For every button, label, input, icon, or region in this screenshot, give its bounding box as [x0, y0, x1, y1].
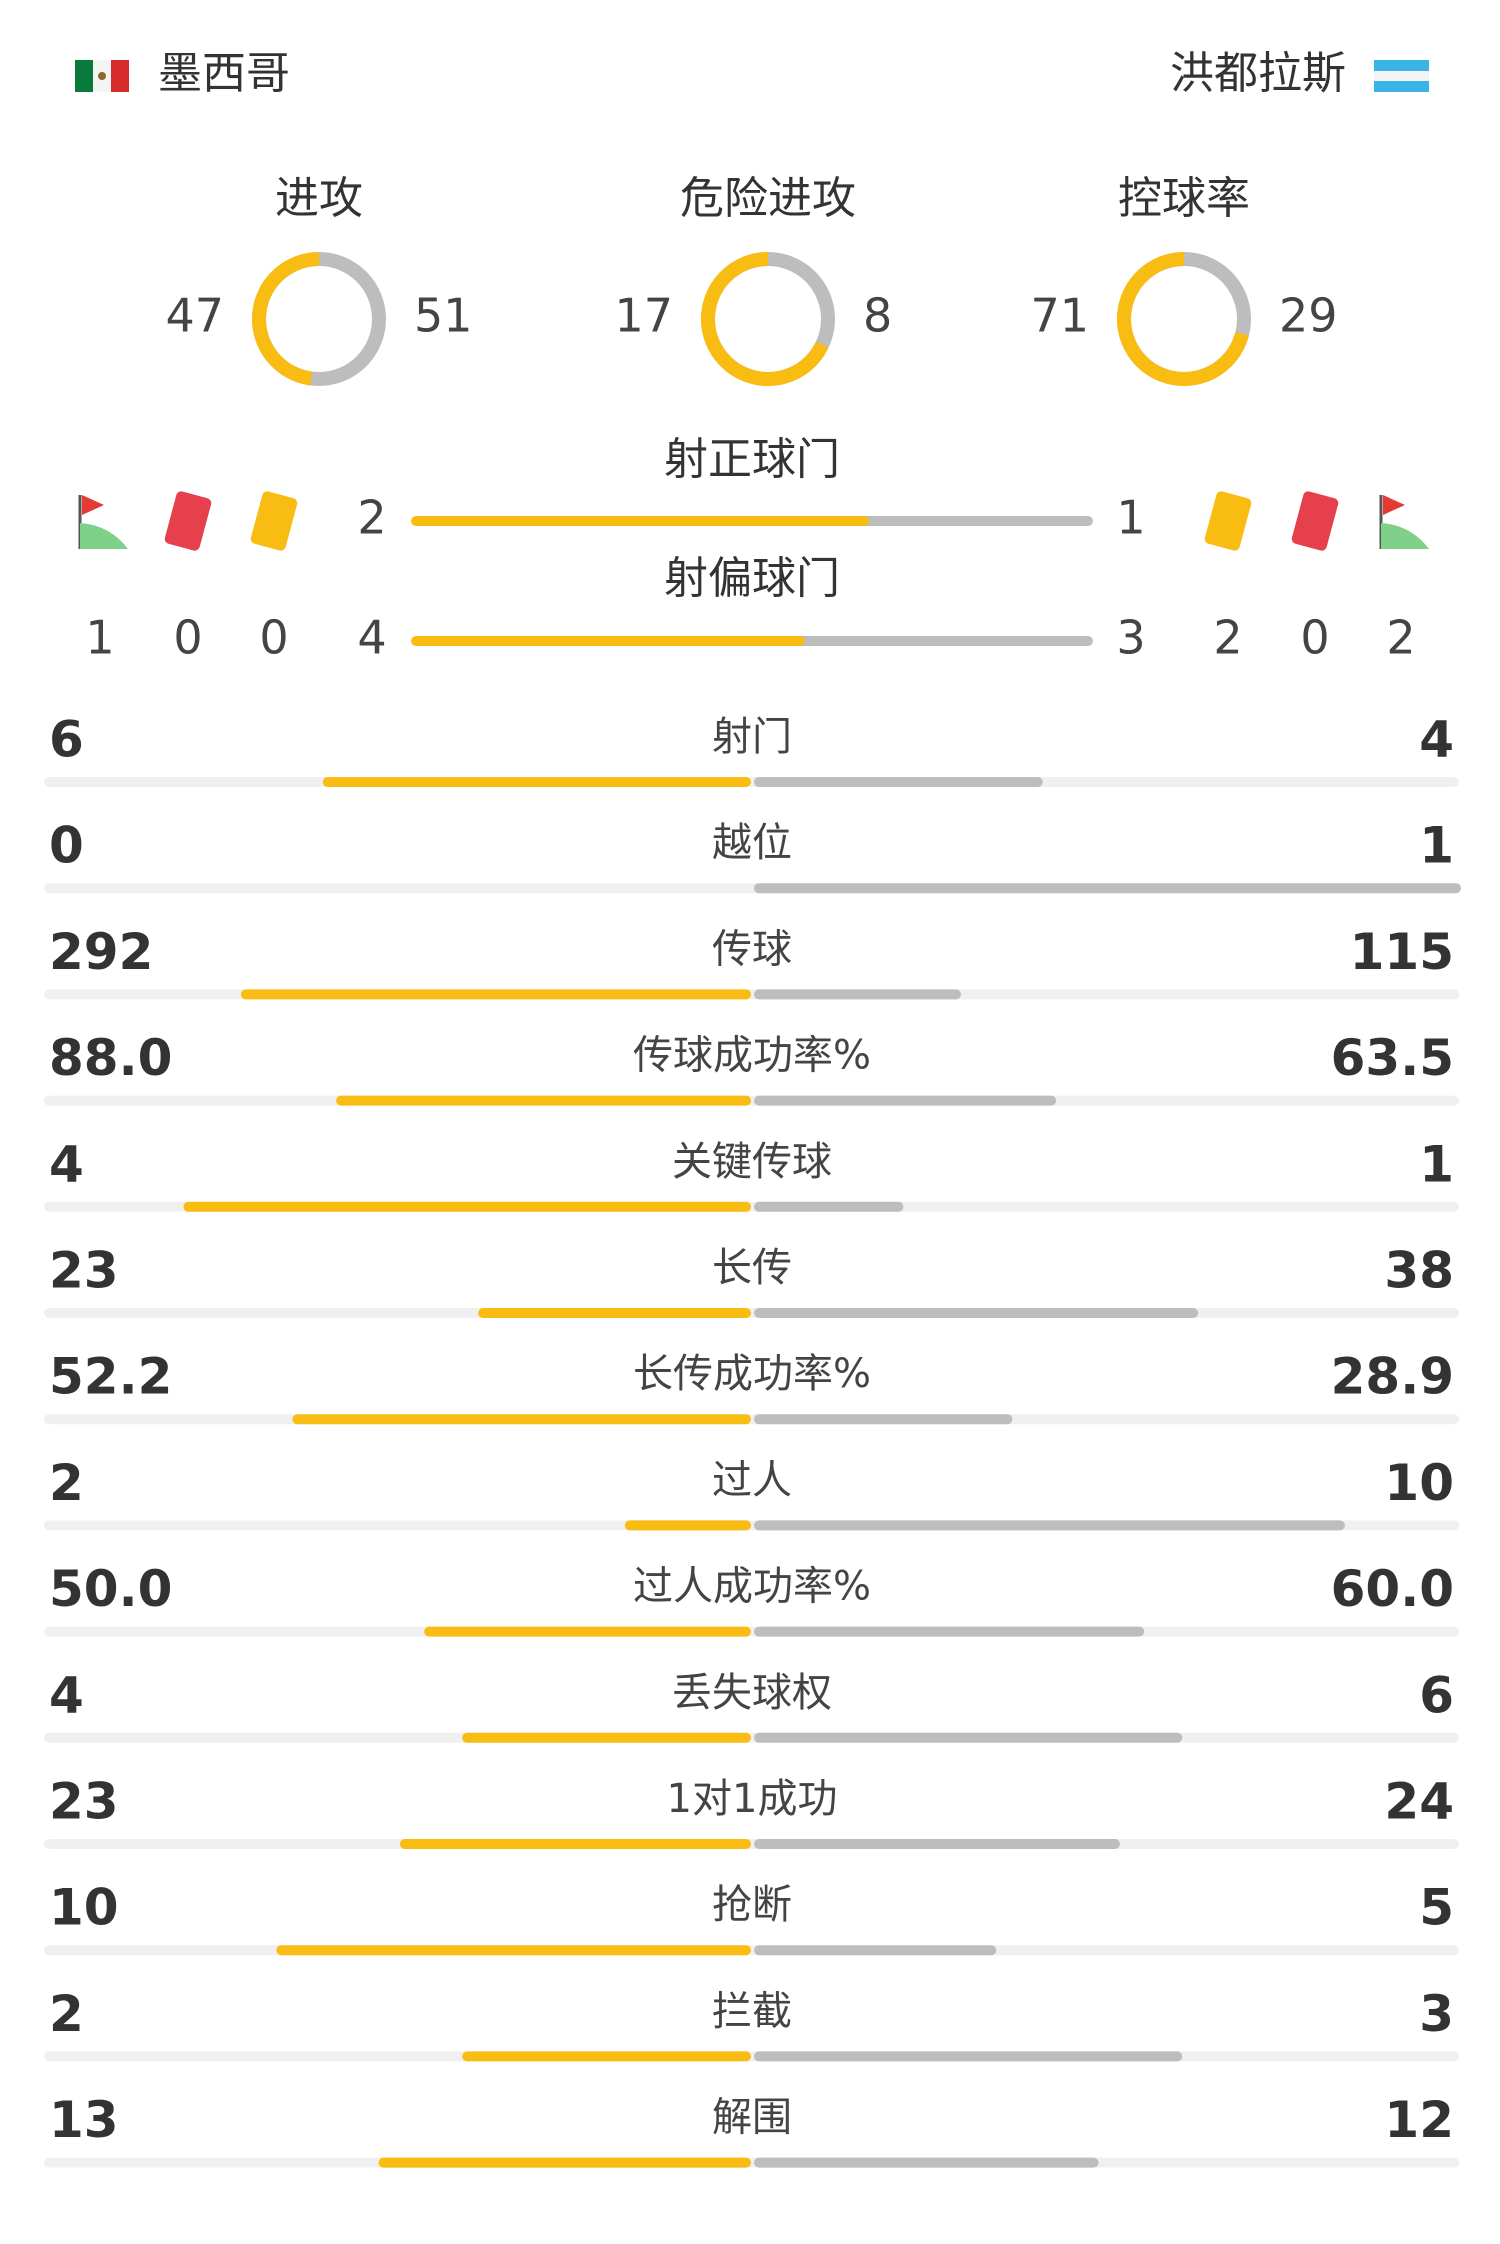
stat-label: 射门 — [712, 714, 792, 760]
home-value: 50.0 — [49, 1560, 172, 1618]
corner-icon — [1381, 523, 1429, 549]
donut-arc — [252, 252, 320, 386]
goal-bar-title: 射正球门 — [664, 434, 840, 485]
stat-label: 长传成功率% — [633, 1351, 871, 1397]
away-value: 12 — [1384, 2091, 1454, 2149]
stat-label: 过人成功率% — [633, 1564, 871, 1610]
home-value: 2 — [49, 1454, 84, 1512]
away-value: 1 — [1116, 491, 1145, 545]
donut-arc — [701, 252, 829, 386]
away-value: 8 — [863, 289, 892, 343]
home-value: 10 — [49, 1879, 119, 1937]
yellow-card-icon — [250, 491, 298, 551]
stat-label: 长传 — [712, 1245, 792, 1291]
home-value: 52.2 — [49, 1348, 172, 1406]
red-card-icon — [1291, 491, 1339, 551]
home-value: 2 — [49, 1985, 84, 2043]
home-value: 23 — [49, 1773, 119, 1831]
home-value: 13 — [49, 2091, 119, 2149]
away-value: 63.5 — [1331, 1029, 1454, 1087]
home-name: 墨西哥 — [158, 48, 290, 99]
away-flag — [1374, 60, 1429, 92]
stat-label: 解围 — [712, 2095, 792, 2141]
home-value: 23 — [49, 1242, 119, 1300]
stat-label: 拦截 — [712, 1988, 792, 2034]
away-value: 115 — [1350, 923, 1454, 981]
stat-label: 关键传球 — [672, 1139, 832, 1185]
event-count: 2 — [1386, 611, 1415, 665]
home-value: 17 — [614, 289, 673, 343]
home-value: 47 — [165, 289, 224, 343]
away-value: 4 — [1419, 711, 1454, 769]
event-count: 0 — [173, 611, 202, 665]
event-count: 0 — [259, 611, 288, 665]
away-value: 1 — [1419, 817, 1454, 875]
stat-label: 丢失球权 — [672, 1670, 832, 1716]
donut-title: 进攻 — [275, 173, 363, 224]
event-count: 2 — [1213, 611, 1242, 665]
home-flag — [75, 60, 129, 92]
home-value: 2 — [357, 491, 386, 545]
away-value: 10 — [1384, 1454, 1454, 1512]
home-value: 4 — [49, 1135, 84, 1193]
away-value: 60.0 — [1331, 1560, 1454, 1618]
stat-label: 过人 — [712, 1457, 792, 1503]
away-value: 3 — [1116, 611, 1145, 665]
stat-label: 1对1成功 — [667, 1776, 838, 1822]
corner-icon — [82, 495, 104, 515]
stat-label: 抢断 — [712, 1882, 792, 1928]
away-value: 24 — [1384, 1773, 1454, 1831]
corner-icon — [80, 523, 128, 549]
away-value: 29 — [1279, 289, 1338, 343]
home-value: 88.0 — [49, 1029, 172, 1087]
away-value: 1 — [1419, 1135, 1454, 1193]
home-value: 0 — [49, 817, 84, 875]
home-value: 292 — [49, 923, 153, 981]
red-card-icon — [164, 491, 212, 551]
stat-label: 传球 — [712, 926, 792, 972]
donut-title: 控球率 — [1118, 173, 1250, 224]
away-value: 3 — [1419, 1985, 1454, 2043]
home-value: 6 — [49, 711, 84, 769]
away-value: 28.9 — [1331, 1348, 1454, 1406]
away-name: 洪都拉斯 — [1170, 48, 1346, 99]
away-value: 5 — [1419, 1879, 1454, 1937]
corner-icon — [1383, 495, 1405, 515]
home-value: 4 — [357, 611, 386, 665]
event-count: 0 — [1300, 611, 1329, 665]
donut-title: 危险进攻 — [680, 173, 856, 224]
away-value: 51 — [414, 289, 473, 343]
event-count: 1 — [85, 611, 114, 665]
away-value: 38 — [1384, 1242, 1454, 1300]
home-value: 71 — [1030, 289, 1089, 343]
home-value: 4 — [49, 1666, 84, 1724]
donut-arc — [1117, 252, 1249, 386]
stat-label: 传球成功率% — [633, 1033, 871, 1079]
goal-bar-title: 射偏球门 — [664, 553, 840, 604]
yellow-card-icon — [1204, 491, 1252, 551]
away-value: 6 — [1419, 1666, 1454, 1724]
stat-label: 越位 — [712, 820, 792, 866]
